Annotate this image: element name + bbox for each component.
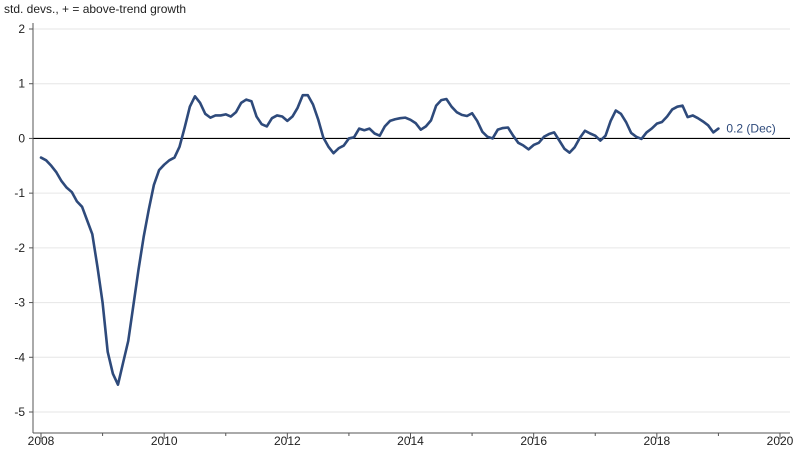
axes <box>29 23 790 439</box>
tick-labels: 2 1 0 -1 -2 -3 -4 -5 2008 2010 2012 2014 2016 2018 202… <box>14 22 793 448</box>
y-tick-label: -4 <box>14 350 25 364</box>
x-tick-label: 2010 <box>151 434 178 448</box>
x-tick-label: 2008 <box>28 434 55 448</box>
y-tick-label: 2 <box>18 22 25 36</box>
y-tick-label: -2 <box>14 241 25 255</box>
y-tick-label: 1 <box>18 77 25 91</box>
y-tick-label: 0 <box>18 131 25 145</box>
x-tick-label: 2012 <box>274 434 301 448</box>
x-tick-label: 2018 <box>643 434 670 448</box>
x-tick-label: 2014 <box>397 434 424 448</box>
series-layer <box>39 93 720 386</box>
x-tick-label: 2016 <box>520 434 547 448</box>
x-tick-label: 2020 <box>767 434 794 448</box>
end-value-label: 0.2 (Dec) <box>726 122 775 136</box>
y-axis-units-label: std. devs., + = above-trend growth <box>4 2 187 16</box>
gridlines <box>33 28 790 413</box>
series-line <box>39 93 720 386</box>
y-tick-label: -1 <box>14 186 25 200</box>
y-tick-label: -5 <box>14 405 25 419</box>
y-tick-label: -3 <box>14 296 25 310</box>
